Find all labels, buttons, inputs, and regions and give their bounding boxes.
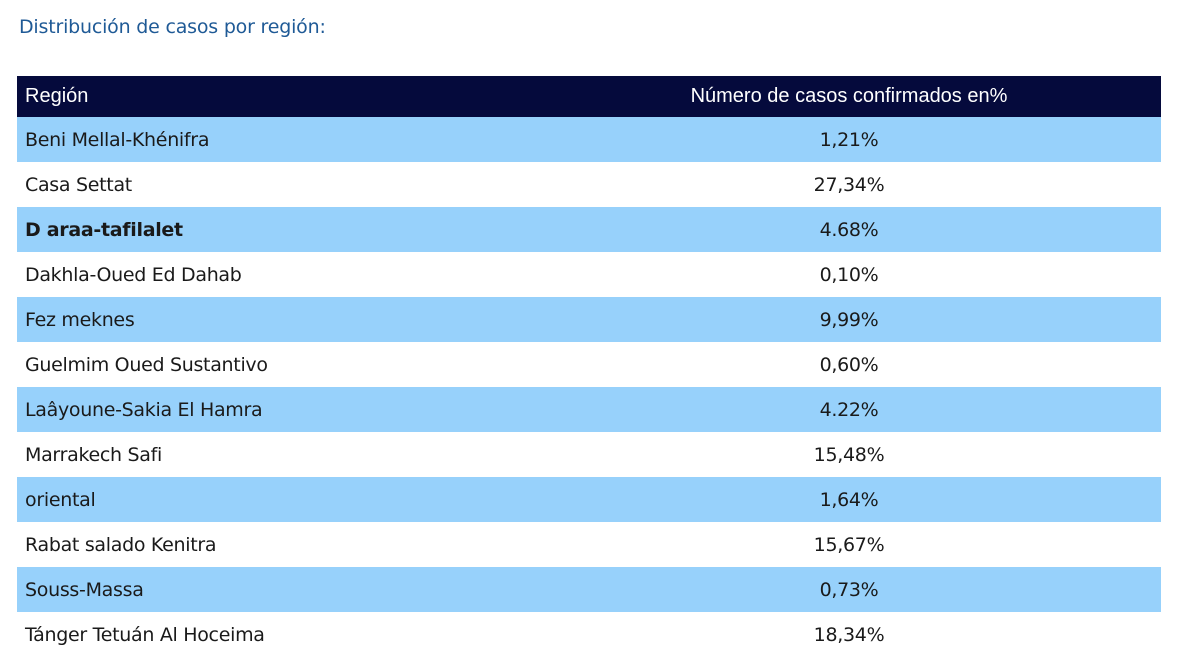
percent-cell: 4.22% [819,398,879,421]
table-row: Dakhla-Oued Ed Dahab 0,10% [17,252,1161,297]
percent-cell: 27,34% [813,173,885,196]
region-cell: Tánger Tetuán Al Hoceima [25,623,265,646]
table-header-row: Región Número de casos confirmados en% [17,76,1161,117]
table-row: Casa Settat 27,34% [17,162,1161,207]
table-row: Guelmim Oued Sustantivo 0,60% [17,342,1161,387]
percent-cell: 15,48% [813,443,885,466]
percent-cell: 0,73% [819,578,879,601]
percent-cell: 0,10% [819,263,879,286]
cases-by-region-table: Región Número de casos confirmados en% B… [17,76,1161,657]
region-cell: Souss-Massa [25,578,144,601]
region-cell: oriental [25,488,96,511]
table-row: Tánger Tetuán Al Hoceima 18,34% [17,612,1161,657]
percent-cell: 4.68% [819,218,879,241]
table-row: Rabat salado Kenitra 15,67% [17,522,1161,567]
region-cell: Fez meknes [25,308,135,331]
table-row: Laâyoune-Sakia El Hamra 4.22% [17,387,1161,432]
percent-cell: 1,64% [819,488,879,511]
table-row: Souss-Massa 0,73% [17,567,1161,612]
table-row: Beni Mellal-Khénifra 1,21% [17,117,1161,162]
table-row: D araa-tafilalet 4.68% [17,207,1161,252]
header-region: Región [25,85,89,107]
region-cell: D araa-tafilalet [25,218,183,241]
region-cell: Casa Settat [25,173,132,196]
percent-cell: 0,60% [819,353,879,376]
table-row: Fez meknes 9,99% [17,297,1161,342]
region-cell: Dakhla-Oued Ed Dahab [25,263,242,286]
percent-cell: 9,99% [819,308,879,331]
percent-cell: 18,34% [813,623,885,646]
percent-cell: 15,67% [813,533,885,556]
header-confirmed-percent: Número de casos confirmados en% [690,85,1008,107]
percent-cell: 1,21% [819,128,879,151]
table-row: Marrakech Safi 15,48% [17,432,1161,477]
region-cell: Guelmim Oued Sustantivo [25,353,268,376]
region-cell: Laâyoune-Sakia El Hamra [25,398,263,421]
region-cell: Marrakech Safi [25,443,162,466]
region-cell: Beni Mellal-Khénifra [25,128,210,151]
region-cell: Rabat salado Kenitra [25,533,217,556]
table-caption: Distribución de casos por región: [19,16,326,38]
table-row: oriental 1,64% [17,477,1161,522]
